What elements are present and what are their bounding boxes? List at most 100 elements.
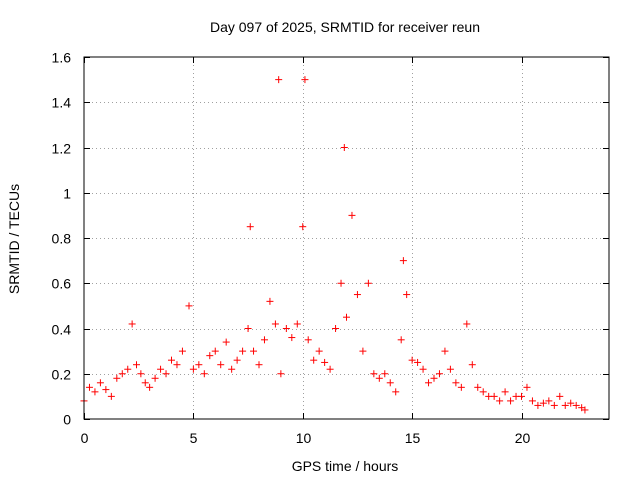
x-tick-label: 15 [405,430,421,446]
data-point [168,356,175,364]
data-point [463,320,471,328]
data-point [343,313,350,321]
data-point [518,392,525,400]
data-point [457,383,465,391]
axis-ticks: 0 0.2 0.4 0.6 0.8 1 1.2 1.4 1.6 0 5 10 15 20 [52,50,609,446]
data-point [539,399,547,407]
data-point [128,320,136,328]
chart-title: Day 097 of 2025, SRMTID for receiver reu… [210,19,480,35]
data-point [581,406,589,414]
data-point [250,347,258,355]
data-point [501,388,509,396]
data-point [157,365,165,373]
data-point [217,361,225,369]
data-point [301,76,309,84]
data-point [359,347,367,355]
x-axis-label: GPS time / hours [292,458,399,474]
data-point [102,386,110,394]
data-point [211,347,219,355]
data-point [266,297,274,305]
y-tick-label: 0.2 [52,367,72,383]
y-tick-label: 0.8 [52,231,72,247]
y-tick-label: 1 [63,186,71,202]
data-point [200,370,208,378]
grid-lines [84,57,609,419]
y-tick-label: 1.2 [52,141,72,157]
data-point [490,392,498,400]
data-point [133,361,140,369]
data-point [255,361,263,369]
y-tick-label: 0.4 [52,322,72,338]
data-point [113,374,121,382]
data-point [178,347,186,355]
x-tick-label: 0 [81,430,89,446]
data-point [124,365,132,373]
y-tick-label: 1.4 [52,95,72,111]
data-point [425,379,433,387]
data-point [507,397,515,405]
data-point [107,392,115,400]
data-point [337,279,345,287]
data-point [479,388,487,396]
data-point [137,370,145,378]
data-point [392,388,400,396]
data-point [364,279,372,287]
y-tick-label: 0.6 [52,276,72,292]
data-point [195,361,203,369]
data-point [534,401,542,409]
data-point [260,336,268,344]
data-point [397,336,405,344]
data-point [572,401,580,409]
data-point [430,374,438,382]
data-point [375,374,383,382]
data-point [146,383,154,391]
data-point [403,291,411,299]
data-point [288,334,296,342]
data-point [452,379,460,387]
data-point [246,223,254,231]
data-point [244,325,252,332]
data-point [315,347,323,355]
data-point [310,356,318,364]
y-tick-label: 0 [63,412,71,428]
data-point [239,347,247,355]
data-point [435,370,443,378]
data-point [189,365,197,373]
data-point [326,365,334,373]
data-point [446,365,454,373]
data-point [173,361,181,369]
data-point [468,361,476,369]
data-point [496,397,504,405]
data-point [271,320,279,328]
data-point [523,383,531,391]
data-point [299,223,307,231]
data-point [206,352,214,360]
data-point [185,302,193,310]
data-point [91,388,99,396]
data-point [340,144,348,151]
data-point [399,257,407,265]
plot-frame [83,56,610,420]
x-tick-label: 20 [515,430,531,446]
data-point [222,338,230,346]
data-point [386,379,394,387]
data-point [282,325,290,332]
data-point [528,397,536,405]
y-tick-label: 1.6 [52,50,72,66]
data-point [441,347,449,355]
data-point [370,370,378,378]
data-point [381,370,389,378]
data-point [304,336,312,344]
data-point [550,401,558,409]
data-point [353,291,361,299]
data-point [228,365,236,373]
data-point [96,379,104,387]
data-point [414,358,422,366]
data-point [151,374,159,382]
data-point [419,365,427,373]
data-point [293,320,301,328]
data-point [474,383,482,391]
data-point [545,397,553,405]
data-point [233,356,241,364]
